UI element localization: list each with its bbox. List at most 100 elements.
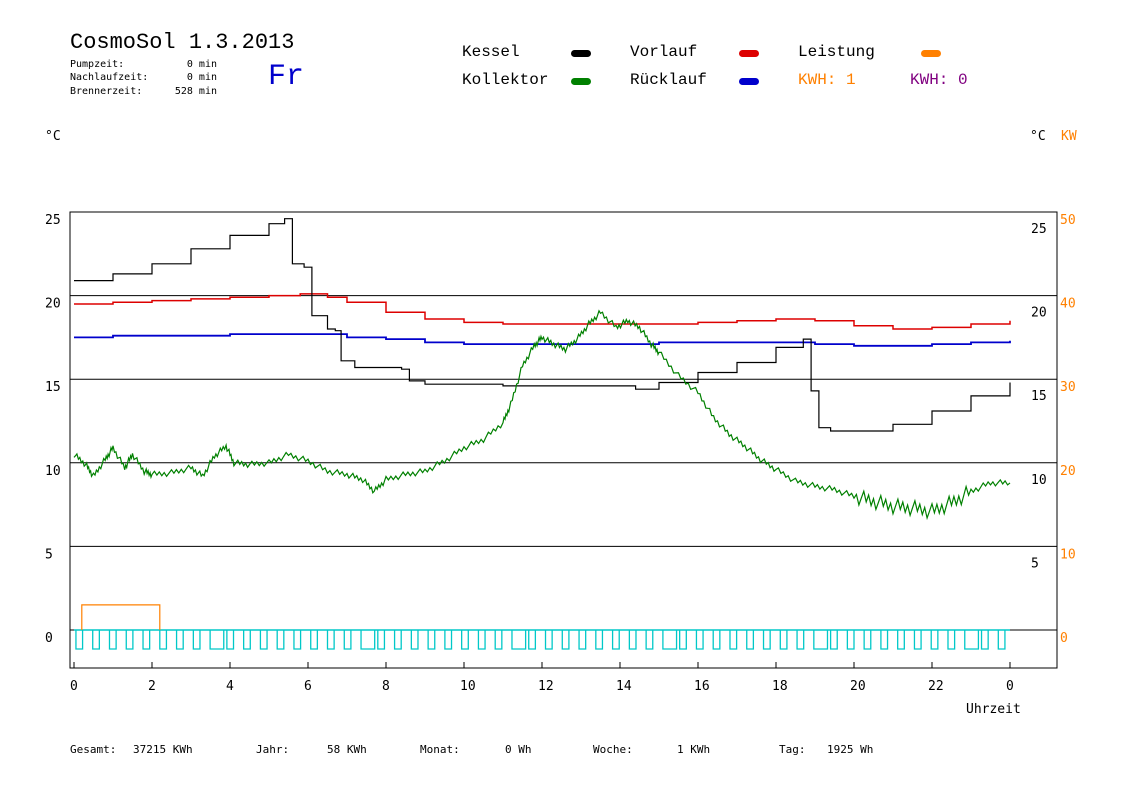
chart-ticks: 0 5 10 15 20 25 5 10 15 20 25 0 10 20 30 40 50 0 2 4 6 8 10 12 1…	[45, 213, 1076, 694]
y-tick-label: 25	[45, 213, 61, 228]
footer-monat-value: 0 Wh	[505, 743, 532, 756]
pump-pulse	[377, 630, 386, 650]
x-axis-label: Uhrzeit	[966, 702, 1021, 717]
pump-pulse	[930, 630, 939, 650]
footer-monat-label: Monat:	[420, 743, 460, 756]
legend-swatch-ruecklauf	[739, 78, 759, 85]
right-axis-unit-kw: KW	[1061, 129, 1077, 144]
right-axis-unit-c: °C	[1030, 129, 1046, 144]
pump-pulse	[494, 630, 503, 650]
pump-pulse	[259, 630, 268, 650]
pump-pulse	[913, 630, 922, 650]
y-kw-tick-label: 50	[1060, 213, 1076, 228]
pump-pulse	[662, 630, 678, 650]
x-tick-label: 20	[850, 679, 866, 694]
x-tick-label: 0	[70, 679, 78, 694]
pump-pulse	[427, 630, 436, 650]
stat-label-pumpzeit: Pumpzeit:	[70, 59, 125, 70]
y-kw-tick-label: 10	[1060, 547, 1076, 562]
y-kw-tick-label: 20	[1060, 464, 1076, 479]
left-axis-unit: °C	[45, 129, 61, 144]
footer-gesamt-value: 37215 KWh	[133, 743, 193, 756]
pump-pulse	[544, 630, 553, 650]
y-kw-tick-label: 30	[1060, 380, 1076, 395]
pump-pulse	[595, 630, 604, 650]
pump-pulse	[360, 630, 376, 650]
series-line-kessel	[74, 218, 1011, 432]
legend-kwh-2: KWH: 0	[910, 71, 968, 89]
y-right-tick-label: 25	[1031, 222, 1047, 237]
pump-pulse	[528, 630, 537, 650]
legend-label-ruecklauf: Rücklauf	[630, 71, 707, 89]
footer-tag-label: Tag:	[779, 743, 806, 756]
pump-pulse	[209, 630, 225, 650]
x-tick-label: 18	[772, 679, 788, 694]
chart-grid	[69, 211, 1058, 669]
chart-series-group	[73, 218, 1011, 630]
pump-pulse	[343, 630, 352, 650]
pump-pulse	[461, 630, 469, 650]
footer-woche-value: 1 KWh	[677, 743, 711, 756]
x-tick-label: 12	[538, 679, 554, 694]
pump-pulse	[980, 630, 989, 650]
pump-pulse	[796, 630, 805, 650]
legend-swatch-kessel	[571, 50, 591, 57]
series-line-kollektor	[73, 309, 1011, 521]
x-tick-label: 0	[1006, 679, 1014, 694]
pump-pulse	[679, 630, 687, 650]
pump-pulse	[175, 630, 184, 650]
x-tick-label: 14	[616, 679, 632, 694]
page-title: CosmoSol 1.3.2013	[70, 30, 295, 55]
footer-gesamt-label: Gesamt:	[70, 743, 117, 756]
pump-pulse	[947, 630, 956, 650]
pump-pulse	[444, 630, 453, 650]
y-tick-label: 0	[45, 631, 53, 646]
legend-swatch-kollektor	[571, 78, 591, 85]
pump-pulse	[125, 630, 134, 650]
x-tick-label: 22	[928, 679, 944, 694]
series-line-ruecklauf	[74, 333, 1011, 347]
pump-pulse	[628, 630, 637, 650]
pump-pulse	[897, 630, 905, 650]
pump-pulse	[846, 630, 855, 650]
legend-label-kollektor: Kollektor	[462, 71, 549, 89]
x-tick-label: 4	[226, 679, 234, 694]
pump-pulse	[243, 630, 251, 650]
pump-cycle-series	[74, 629, 1010, 650]
pump-pulse	[293, 630, 302, 650]
legend-label-vorlauf: Vorlauf	[630, 43, 698, 61]
y-right-tick-label: 5	[1031, 556, 1039, 571]
y-tick-label: 15	[45, 380, 61, 395]
weekday-label: Fr	[268, 60, 305, 94]
pump-pulse	[611, 630, 620, 650]
pump-pulse	[393, 630, 402, 650]
y-right-tick-label: 20	[1031, 306, 1047, 321]
y-right-tick-label: 10	[1031, 473, 1047, 488]
y-right-tick-label: 15	[1031, 389, 1047, 404]
y-kw-tick-label: 0	[1060, 631, 1068, 646]
pump-pulse	[142, 630, 151, 650]
pump-pulse	[310, 630, 319, 650]
pump-pulse	[964, 630, 980, 650]
x-tick-label: 8	[382, 679, 390, 694]
pump-pulse	[511, 630, 527, 650]
pump-pulse	[746, 630, 755, 650]
footer-woche-label: Woche:	[593, 743, 633, 756]
pump-pulse	[997, 630, 1006, 650]
x-tick-label: 6	[304, 679, 312, 694]
y-tick-label: 10	[45, 464, 61, 479]
x-tick-label: 16	[694, 679, 710, 694]
pump-pulse	[410, 630, 419, 650]
pump-pulse	[326, 630, 335, 650]
pump-pulse	[108, 630, 117, 650]
legend-label-kessel: Kessel	[462, 43, 520, 61]
x-tick-label: 10	[460, 679, 476, 694]
y-tick-label: 20	[45, 297, 61, 312]
legend-swatch-leistung	[921, 50, 941, 57]
pump-pulse	[829, 630, 838, 650]
pump-pulse	[477, 630, 486, 650]
pump-pulse	[645, 630, 654, 650]
footer-jahr-label: Jahr:	[256, 743, 290, 756]
footer-tag-value: 1925 Wh	[827, 743, 874, 756]
